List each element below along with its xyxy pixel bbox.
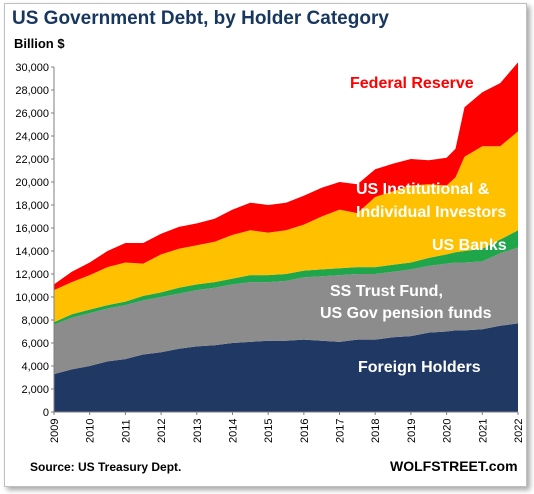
area-series-1 [54, 247, 518, 375]
area-series-group [54, 62, 518, 412]
x-tick-label: 2022 [513, 419, 525, 443]
x-tick-label: 2020 [442, 419, 454, 443]
x-tick-label: 2011 [120, 419, 132, 443]
y-tick-label: 6,000 [21, 338, 49, 350]
y-tick-label: 8,000 [21, 315, 49, 327]
annotation-investors-line-1: US Institutional & [356, 181, 490, 198]
series-annotations: Federal Reserve US Institutional & Indiv… [320, 75, 507, 376]
y-tick-label: 30,000 [15, 62, 49, 74]
y-tick-label: 10,000 [15, 292, 49, 304]
annotation-federal-reserve: Federal Reserve [350, 75, 474, 92]
axes-group: 0 2,000 4,000 6,000 8,000 10,000 12,000 14,000 1… [15, 62, 525, 443]
chart-title: US Government Debt, by Holder Category [12, 8, 389, 29]
area-series-4 [54, 62, 518, 291]
y-tick-label: 4,000 [21, 361, 49, 373]
x-tick-label: 2014 [227, 419, 239, 443]
area-series-3 [54, 131, 518, 323]
y-tick-label: 14,000 [15, 246, 49, 258]
x-tick-label: 2009 [49, 419, 61, 443]
y-tick-label: 2,000 [21, 384, 49, 396]
y-tick-label: 20,000 [15, 177, 49, 189]
y-tick-label: 26,000 [15, 108, 49, 120]
x-tick-label: 2012 [156, 419, 168, 443]
y-tick-label: 18,000 [15, 200, 49, 212]
y-axis-unit-label: Billion $ [14, 36, 65, 51]
y-tick-label: 22,000 [15, 154, 49, 166]
x-tick-label: 2018 [370, 419, 382, 443]
brand-watermark: WOLFSTREET.com [390, 458, 518, 474]
x-tick-label: 2016 [299, 419, 311, 443]
annotation-foreign-holders: Foreign Holders [358, 359, 481, 376]
annotation-ss-trust-line-2: US Gov pension funds [320, 305, 492, 322]
source-note: Source: US Treasury Dept. [30, 460, 182, 474]
x-tick-label: 2019 [406, 419, 418, 443]
y-tick-label: 12,000 [15, 269, 49, 281]
y-tick-label: 16,000 [15, 223, 49, 235]
y-tick-label: 24,000 [15, 131, 49, 143]
x-tick-label: 2017 [335, 419, 347, 443]
annotation-investors-line-2: Individual Investors [356, 204, 506, 221]
x-tick-label: 2015 [263, 419, 275, 443]
x-tick-label: 2010 [85, 419, 97, 443]
y-tick-label: 0 [43, 407, 49, 419]
x-tick-label: 2013 [192, 419, 204, 443]
y-tick-label: 28,000 [15, 85, 49, 97]
area-series-2 [54, 230, 518, 325]
area-series-0 [54, 323, 518, 412]
annotation-ss-trust-line-1: SS Trust Fund, [330, 283, 443, 300]
x-tick-label: 2021 [477, 419, 489, 443]
annotation-us-banks: US Banks [432, 237, 507, 254]
